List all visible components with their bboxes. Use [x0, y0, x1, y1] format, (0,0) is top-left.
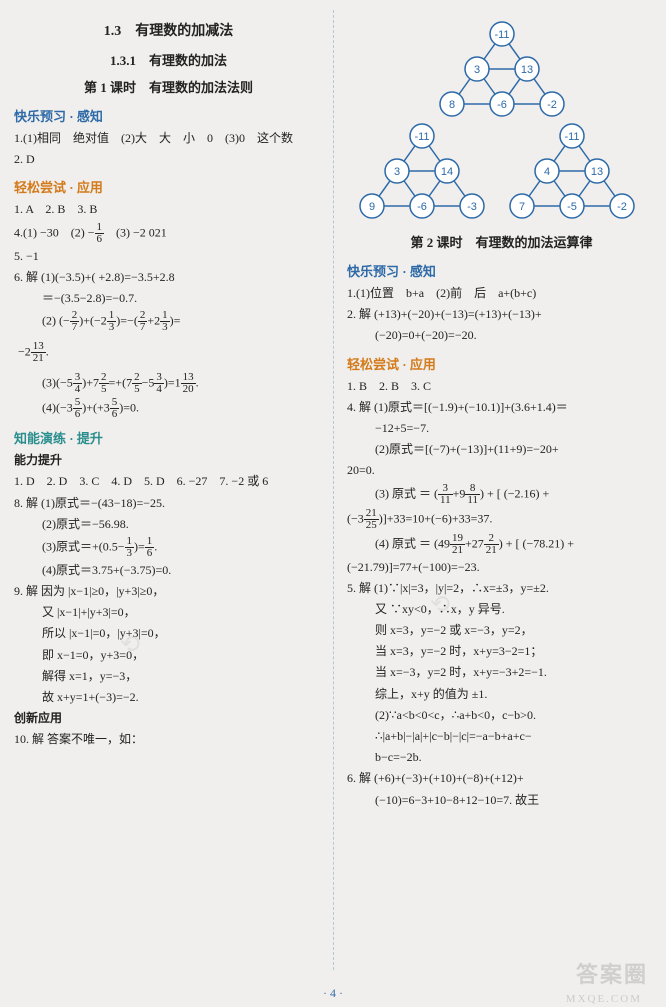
l-prac-8b: (2)原式＝−56.98.: [14, 515, 323, 534]
r-try-5i: b−c=−2b.: [347, 748, 656, 767]
r-try-4d: (4) 原式 ＝ (491921+27221) + [ (−78.21) +: [347, 533, 656, 556]
r-try-5h: ∴|a+b|−|a|+|c−b|−|c|=−a−b+a+c−: [347, 727, 656, 746]
brand-watermark: 答案圈: [576, 957, 648, 989]
r-try-4c2: (−32125)]+33=10+(−6)+33=37.: [347, 508, 656, 531]
r-try-6b: (−10)=6−3+10−8+12−10=7. 故王: [347, 791, 656, 810]
page: 1.3 有理数的加减法 1.3.1 有理数的加法 第 1 课时 有理数的加法法则…: [0, 0, 666, 1007]
r-sec-try: 轻松尝试 · 应用: [347, 354, 656, 373]
subsection-title: 1.3.1 有理数的加法: [14, 50, 323, 69]
svg-text:-6: -6: [417, 201, 427, 213]
svg-text:-2: -2: [617, 201, 627, 213]
l-try-6c: (3)(−534)+725=+(725−534)=11320.: [14, 372, 323, 395]
column-divider: [333, 10, 334, 970]
r-preview-2b: (−20)=0+(−20)=−20.: [347, 326, 656, 345]
l-prac-8c: (3)原式＝+(0.5−13)=16.: [14, 536, 323, 559]
r-try-4b: (2)原式＝[(−7)+(−13)]+(11+9)=−20+: [347, 440, 656, 459]
triangle-diagrams: -11 3 13 8 -6 -2 -11 3 14 9 -6 -3 -11 4 13 7 -5 -2: [352, 14, 652, 224]
r-try-4b2: 20=0.: [347, 461, 656, 480]
section-title: 1.3 有理数的加减法: [14, 20, 323, 40]
r-try-5e: 当 x=−3，y=2 时，x+y=−3+2=−1.: [347, 663, 656, 682]
sec-innovate: 创新应用: [14, 709, 323, 728]
l-prac-row: 1. D 2. D 3. C 4. D 5. D 6. −27 7. −2 或 …: [14, 472, 323, 491]
l-prac-10: 10. 解 答案不唯一，如：: [14, 730, 323, 749]
svg-text:-3: -3: [467, 201, 477, 213]
sec-try: 轻松尝试 · 应用: [14, 177, 323, 196]
r-preview-1: 1.(1)位置 b+a (2)前 后 a+(b+c): [347, 284, 656, 303]
r-try-4c: (3) 原式 ＝ (311+9811) + [ (−2.16) +: [347, 483, 656, 506]
sec-practice: 知能演练 · 提升: [14, 428, 323, 447]
svg-text:-11: -11: [494, 29, 509, 41]
svg-text:14: 14: [440, 166, 452, 178]
l-try-6d: (4)(−356)+(+356)=0.: [14, 397, 323, 420]
left-column: 1.3 有理数的加减法 1.3.1 有理数的加法 第 1 课时 有理数的加法法则…: [0, 0, 333, 1007]
svg-text:-11: -11: [414, 131, 429, 143]
l-try-1: 1. A 2. B 3. B: [14, 200, 323, 219]
l-prac-8a: 8. 解 (1)原式＝−(43−18)=−25.: [14, 494, 323, 513]
svg-text:13: 13: [520, 64, 532, 76]
l-prac-9c: 所以 |x−1|=0，|y+3|=0，: [14, 624, 323, 643]
brand-url: MXQE.COM: [566, 993, 642, 1005]
r-try-5d: 当 x=3，y=−2 时，x+y=3−2=1；: [347, 642, 656, 661]
l-prac-9a: 9. 解 因为 |x−1|≥0，|y+3|≥0，: [14, 582, 323, 601]
l-preview-2: 2. D: [14, 150, 323, 169]
r-try-5c: 则 x=3，y=−2 或 x=−3，y=2，: [347, 621, 656, 640]
r-preview-2a: 2. 解 (+13)+(−20)+(−13)=(+13)+(−13)+: [347, 305, 656, 324]
right-column: -11 3 13 8 -6 -2 -11 3 14 9 -6 -3 -11 4 13 7 -5 -2 第 2 课时…: [333, 0, 666, 1007]
r-try-5g: (2)∵a<b<0<c，∴a+b<0，c−b>0.: [347, 706, 656, 725]
svg-text:7: 7: [518, 201, 524, 213]
lesson1-title: 第 1 课时 有理数的加法法则: [14, 77, 323, 96]
l-preview-1: 1.(1)相同 绝对值 (2)大 大 小 0 (3)0 这个数: [14, 129, 323, 148]
l-try-6b6: −21321.: [18, 341, 323, 364]
l-try-4: 4.(1) −30 (2) −16 (3) −2 021: [14, 222, 323, 245]
svg-text:3: 3: [473, 64, 479, 76]
r-sec-preview: 快乐预习 · 感知: [347, 261, 656, 280]
svg-text:3: 3: [393, 166, 399, 178]
triangle-svg: -11 3 13 8 -6 -2 -11 3 14 9 -6 -3 -11 4 13 7 -5 -2: [352, 14, 652, 224]
l-prac-9d: 即 x−1=0，y+3=0，: [14, 646, 323, 665]
r-try-4d2: (−21.79)]=77+(−100)=−23.: [347, 558, 656, 577]
l-prac-9b: 又 |x−1|+|y+3|=0，: [14, 603, 323, 622]
l-try-6a2: ＝−(3.5−2.8)=−0.7.: [14, 289, 323, 308]
r-try-1: 1. B 2. B 3. C: [347, 377, 656, 396]
sec-preview: 快乐预习 · 感知: [14, 106, 323, 125]
l-prac-8d: (4)原式＝3.75+(−3.75)=0.: [14, 561, 323, 580]
svg-text:8: 8: [448, 99, 454, 111]
svg-text:9: 9: [368, 201, 374, 213]
svg-text:-5: -5: [567, 201, 577, 213]
r-try-5f: 综上，x+y 的值为 ±1.: [347, 685, 656, 704]
l-prac-9f: 故 x+y=1+(−3)=−2.: [14, 688, 323, 707]
lesson2-title: 第 2 课时 有理数的加法运算律: [347, 232, 656, 251]
svg-text:-2: -2: [547, 99, 557, 111]
svg-text:13: 13: [590, 166, 602, 178]
r-try-6a: 6. 解 (+6)+(−3)+(+10)+(−8)+(+12)+: [347, 769, 656, 788]
svg-text:4: 4: [543, 166, 549, 178]
r-try-5a: 5. 解 (1)∵|x|=3，|y|=2，∴x=±3，y=±2.: [347, 579, 656, 598]
r-try-5b: 又 ∵xy<0，∴x，y 异号.: [347, 600, 656, 619]
svg-text:-6: -6: [497, 99, 507, 111]
l-prac-9e: 解得 x=1，y=−3，: [14, 667, 323, 686]
l-try-6a: 6. 解 (1)(−3.5)+( +2.8)=−3.5+2.8: [14, 268, 323, 287]
l-try-6b: (2) (−27)+(−213)=−(27+213)=: [14, 310, 323, 333]
sec-ability: 能力提升: [14, 451, 323, 470]
r-try-4a: 4. 解 (1)原式＝[(−1.9)+(−10.1)]+(3.6+1.4)＝: [347, 398, 656, 417]
r-try-4a2: −12+5=−7.: [347, 419, 656, 438]
l-try-5: 5. −1: [14, 247, 323, 266]
svg-text:-11: -11: [564, 131, 579, 143]
